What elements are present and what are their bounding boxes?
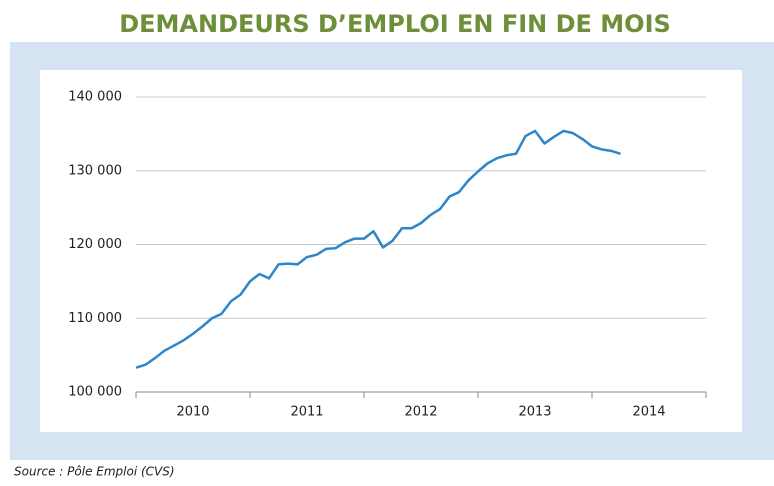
plot-background — [40, 70, 742, 432]
y-tick-label: 110 000 — [68, 311, 122, 326]
x-tick-label: 2014 — [632, 405, 665, 420]
y-tick-label: 120 000 — [68, 237, 122, 252]
y-tick-label: 130 000 — [68, 163, 122, 178]
y-tick-label: 100 000 — [68, 385, 122, 400]
x-tick-label: 2011 — [290, 405, 323, 420]
x-tick-label: 2010 — [176, 405, 209, 420]
data-line — [135, 129, 621, 369]
x-tick-label: 2013 — [518, 405, 551, 420]
chart-title: DEMANDEURS D’EMPLOI EN FIN DE MOIS — [119, 10, 671, 38]
x-tick-label: 2012 — [404, 405, 437, 420]
source-note: Source : Pôle Emploi (CVS) — [14, 465, 175, 479]
y-tick-label: 140 000 — [68, 90, 122, 105]
